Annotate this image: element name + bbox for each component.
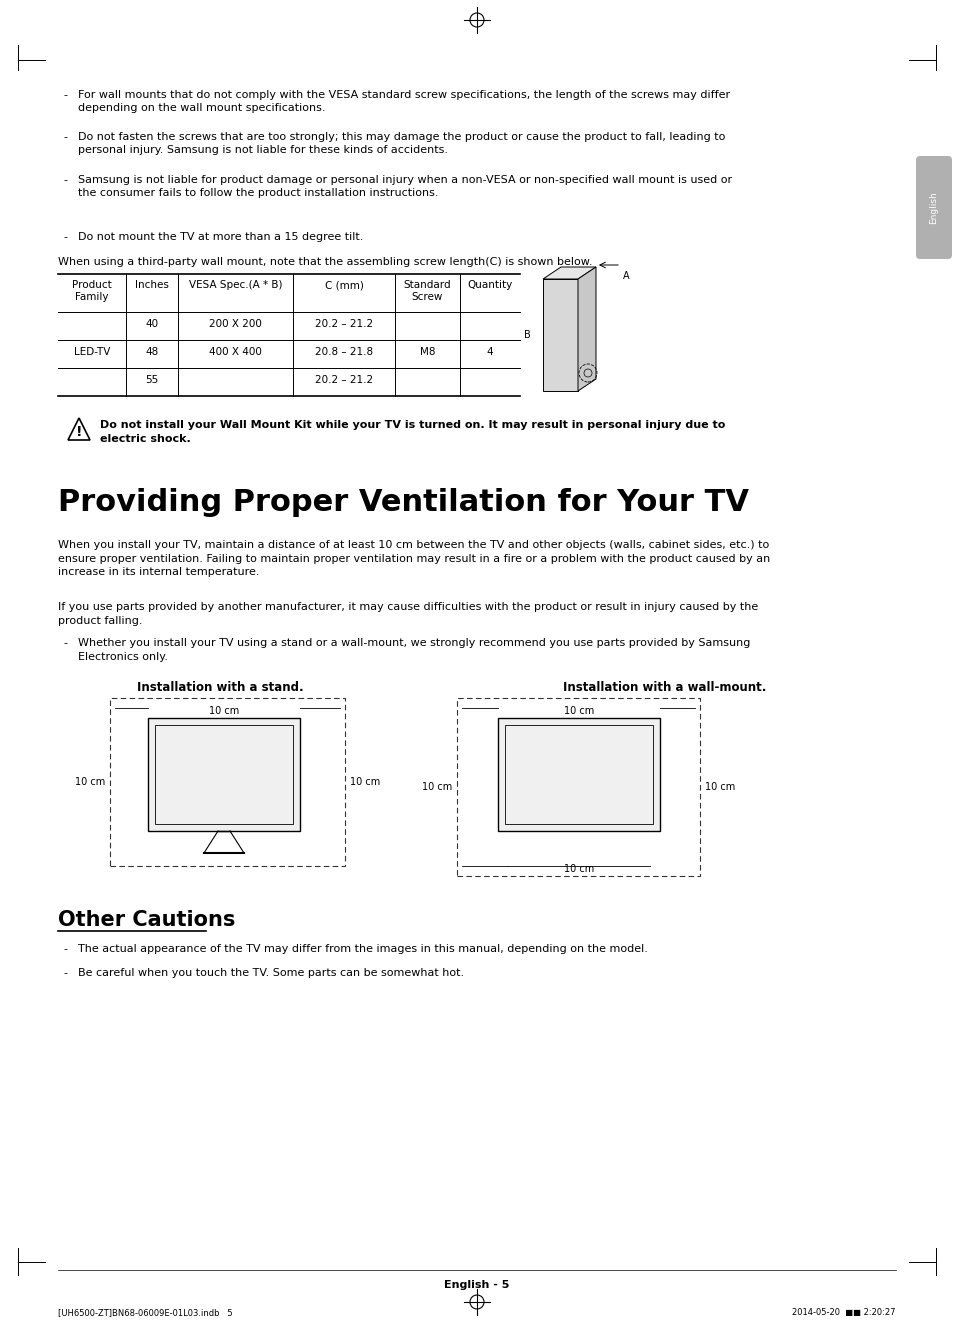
- Text: When you install your TV, maintain a distance of at least 10 cm between the TV a: When you install your TV, maintain a dis…: [58, 540, 769, 577]
- Polygon shape: [578, 267, 596, 391]
- Text: 55: 55: [145, 375, 158, 384]
- Text: Do not install your Wall Mount Kit while your TV is turned on. It may result in : Do not install your Wall Mount Kit while…: [100, 420, 724, 444]
- Text: -: -: [63, 968, 67, 978]
- Text: Whether you install your TV using a stand or a wall-mount, we strongly recommend: Whether you install your TV using a stan…: [78, 638, 750, 662]
- Text: English - 5: English - 5: [444, 1280, 509, 1291]
- Text: 20.8 – 21.8: 20.8 – 21.8: [314, 347, 373, 357]
- Text: 20.2 – 21.2: 20.2 – 21.2: [314, 375, 373, 384]
- Text: 200 X 200: 200 X 200: [209, 318, 262, 329]
- Text: 2014-05-20  ■■ 2:20:27: 2014-05-20 ■■ 2:20:27: [792, 1308, 895, 1317]
- Text: 400 X 400: 400 X 400: [209, 347, 262, 357]
- Text: Inches: Inches: [135, 280, 169, 291]
- Polygon shape: [542, 267, 596, 279]
- Text: 10 cm: 10 cm: [350, 777, 380, 787]
- Text: 48: 48: [145, 347, 158, 357]
- Text: C (mm): C (mm): [324, 280, 363, 291]
- Text: A: A: [622, 271, 629, 281]
- Text: VESA Spec.(A * B): VESA Spec.(A * B): [189, 280, 282, 291]
- Text: Other Cautions: Other Cautions: [58, 910, 235, 930]
- Text: [UH6500-ZT]BN68-06009E-01L03.indb   5: [UH6500-ZT]BN68-06009E-01L03.indb 5: [58, 1308, 233, 1317]
- Text: B: B: [524, 330, 531, 339]
- Text: 10 cm: 10 cm: [563, 705, 594, 716]
- Bar: [148, 719, 299, 831]
- Text: !: !: [75, 424, 82, 439]
- Text: 10 cm: 10 cm: [704, 782, 735, 793]
- Text: For wall mounts that do not comply with the VESA standard screw specifications, : For wall mounts that do not comply with …: [78, 90, 729, 114]
- Text: Do not fasten the screws that are too strongly; this may damage the product or c: Do not fasten the screws that are too st…: [78, 132, 724, 155]
- Text: 10 cm: 10 cm: [209, 705, 239, 716]
- Text: -: -: [63, 232, 67, 242]
- Bar: [456, 697, 700, 876]
- Text: 40: 40: [145, 318, 158, 329]
- Text: 20.2 – 21.2: 20.2 – 21.2: [314, 318, 373, 329]
- Text: Providing Proper Ventilation for Your TV: Providing Proper Ventilation for Your TV: [58, 487, 748, 517]
- Text: When using a third-party wall mount, note that the assembling screw length(C) is: When using a third-party wall mount, not…: [58, 258, 592, 267]
- Text: -: -: [63, 945, 67, 954]
- Text: 10 cm: 10 cm: [74, 777, 105, 787]
- Text: -: -: [63, 638, 67, 649]
- Text: Product
Family: Product Family: [72, 280, 112, 303]
- FancyBboxPatch shape: [915, 156, 951, 259]
- Text: -: -: [63, 90, 67, 100]
- Text: Samsung is not liable for product damage or personal injury when a non-VESA or n: Samsung is not liable for product damage…: [78, 174, 731, 198]
- Text: Quantity: Quantity: [467, 280, 512, 291]
- Text: Do not mount the TV at more than a 15 degree tilt.: Do not mount the TV at more than a 15 de…: [78, 232, 363, 242]
- Bar: [110, 697, 345, 867]
- Text: English: English: [928, 192, 938, 223]
- Text: Installation with a wall-mount.: Installation with a wall-mount.: [562, 682, 766, 694]
- Text: -: -: [63, 174, 67, 185]
- Bar: [154, 725, 293, 824]
- Text: 4: 4: [486, 347, 493, 357]
- Text: Standard
Screw: Standard Screw: [403, 280, 451, 303]
- Text: If you use parts provided by another manufacturer, it may cause difficulties wit: If you use parts provided by another man…: [58, 602, 758, 626]
- Text: LED-TV: LED-TV: [73, 347, 111, 357]
- Text: -: -: [63, 132, 67, 141]
- Text: 10 cm: 10 cm: [421, 782, 452, 793]
- Bar: [542, 279, 578, 391]
- Text: Installation with a stand.: Installation with a stand.: [136, 682, 303, 694]
- Bar: [497, 719, 659, 831]
- Bar: [504, 725, 652, 824]
- Text: M8: M8: [419, 347, 435, 357]
- Text: 10 cm: 10 cm: [563, 864, 594, 875]
- Text: The actual appearance of the TV may differ from the images in this manual, depen: The actual appearance of the TV may diff…: [78, 945, 647, 954]
- Text: Be careful when you touch the TV. Some parts can be somewhat hot.: Be careful when you touch the TV. Some p…: [78, 968, 464, 978]
